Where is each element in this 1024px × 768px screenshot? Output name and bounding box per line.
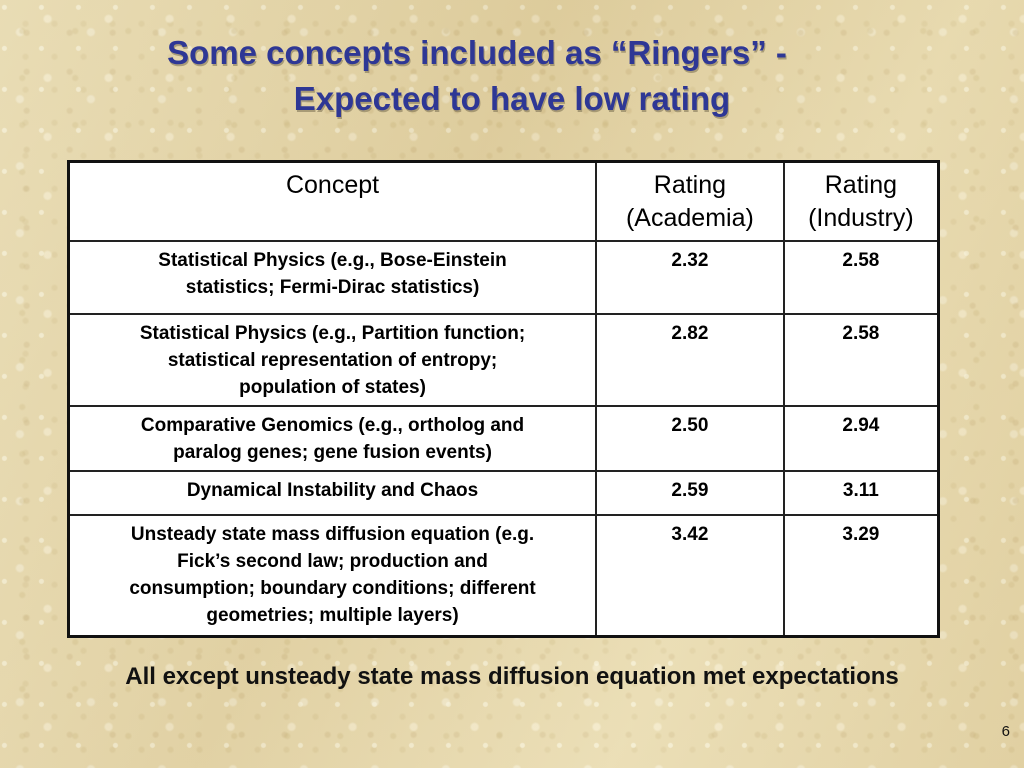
slide-title-line-2: Expected to have low rating — [293, 80, 731, 117]
table-row: Comparative Genomics (e.g., ortholog and… — [67, 404, 940, 472]
page-number: 6 — [1001, 723, 1010, 740]
rating-industry-cell: 3.29 — [782, 513, 940, 638]
concept-line: Comparative Genomics (e.g., ortholog and — [140, 414, 525, 436]
conclusion-note: All except unsteady state mass diffusion… — [125, 663, 899, 690]
concept-cell: Unsteady state mass diffusion equation (… — [67, 513, 598, 638]
rating-academia-cell: 2.59 — [595, 469, 785, 516]
header-rating-academia-line-2: (Academia) — [625, 204, 754, 232]
concept-line: Dynamical Instability and Chaos — [186, 479, 479, 501]
concept-line: Unsteady state mass diffusion equation (… — [130, 523, 535, 545]
table-header-row: Concept Rating (Academia) Rating (Indust… — [67, 160, 940, 242]
concept-cell: Comparative Genomics (e.g., ortholog and… — [67, 404, 598, 472]
header-rating-industry-line-1: Rating — [824, 171, 897, 199]
rating-academia-cell: 3.42 — [595, 513, 785, 638]
concept-line: statistical representation of entropy; — [167, 349, 498, 371]
table-row: Unsteady state mass diffusion equation (… — [67, 513, 940, 638]
rating-academia-cell: 2.32 — [595, 239, 785, 315]
concept-line: paralog genes; gene fusion events) — [173, 441, 492, 463]
concept-line: population of states) — [239, 376, 426, 398]
header-rating-academia-line-1: Rating — [653, 171, 727, 199]
table-row: Statistical Physics (e.g., Bose-Einstein… — [67, 239, 940, 315]
concept-line: Statistical Physics (e.g., Bose-Einstein — [158, 249, 507, 271]
concept-line: statistics; Fermi-Dirac statistics) — [185, 276, 480, 298]
rating-industry-cell: 2.94 — [782, 404, 940, 472]
slide-title: Some concepts included as “Ringers” - Ex… — [0, 30, 1024, 122]
table-row: Statistical Physics (e.g., Partition fun… — [67, 312, 940, 407]
concept-line: geometries; multiple layers) — [206, 604, 459, 626]
rating-industry-cell: 2.58 — [782, 312, 940, 407]
header-rating-industry-line-2: (Industry) — [808, 204, 914, 232]
rating-industry-cell: 2.58 — [782, 239, 940, 315]
table-row: Dynamical Instability and Chaos 2.59 3.1… — [67, 469, 940, 516]
header-rating-industry: Rating (Industry) — [782, 160, 940, 242]
concept-line: Fick’s second law; production and — [177, 550, 488, 572]
rating-academia-cell: 2.82 — [595, 312, 785, 407]
concept-cell: Statistical Physics (e.g., Partition fun… — [67, 312, 598, 407]
ratings-table: Concept Rating (Academia) Rating (Indust… — [67, 160, 940, 638]
concept-line: consumption; boundary conditions; differ… — [129, 577, 536, 599]
rating-industry-cell: 3.11 — [782, 469, 940, 516]
header-concept: Concept — [67, 160, 598, 242]
rating-academia-cell: 2.50 — [595, 404, 785, 472]
header-rating-academia: Rating (Academia) — [595, 160, 785, 242]
concept-line: Statistical Physics (e.g., Partition fun… — [139, 322, 526, 344]
concept-cell: Dynamical Instability and Chaos — [67, 469, 598, 516]
slide-title-line-1: Some concepts included as “Ringers” - — [167, 34, 787, 71]
concept-cell: Statistical Physics (e.g., Bose-Einstein… — [67, 239, 598, 315]
